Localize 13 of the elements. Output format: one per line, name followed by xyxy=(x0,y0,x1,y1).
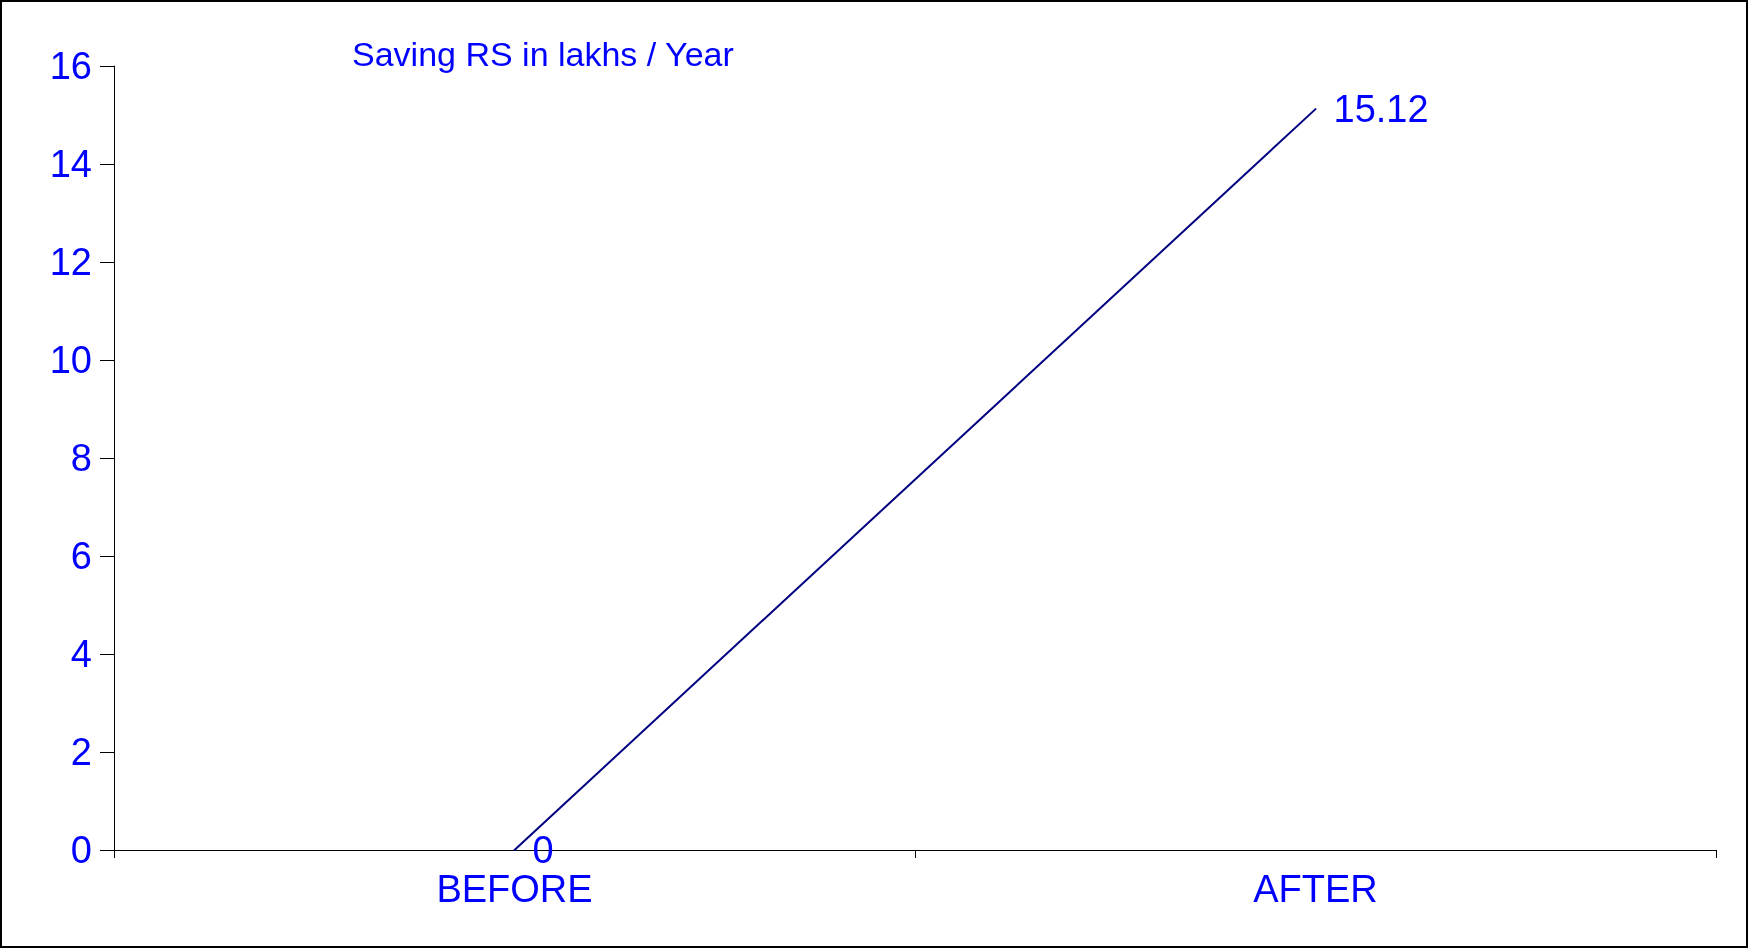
y-tick-label: 2 xyxy=(70,731,92,773)
y-tick-label: 14 xyxy=(49,143,92,185)
y-tick-label: 12 xyxy=(49,241,92,283)
y-tick-label: 10 xyxy=(49,339,92,381)
x-tick-label: BEFORE xyxy=(436,868,593,910)
x-tick-label: AFTER xyxy=(1253,868,1378,910)
y-tick-label: 4 xyxy=(70,633,92,675)
y-tick-label: 0 xyxy=(70,829,92,871)
y-tick-label: 6 xyxy=(70,535,92,577)
y-tick-label: 16 xyxy=(49,45,92,87)
data-label: 15.12 xyxy=(1333,88,1429,131)
chart-title: Saving RS in lakhs / Year xyxy=(352,35,734,73)
y-tick-label: 8 xyxy=(70,437,92,479)
